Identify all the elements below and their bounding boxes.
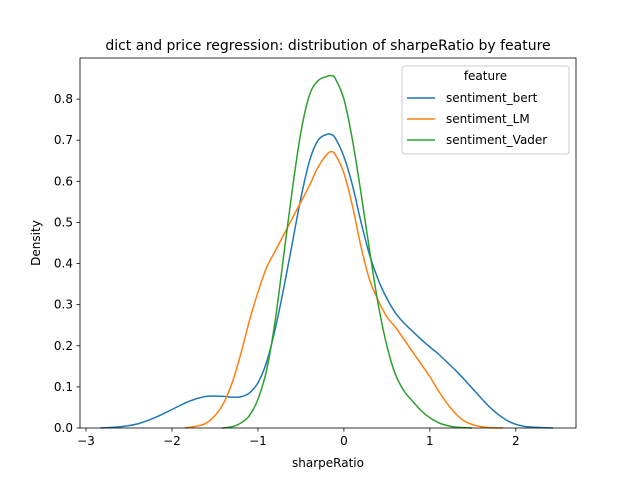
legend-label-sentiment_Vader: sentiment_Vader	[446, 133, 547, 147]
x-tick-label: 1	[426, 434, 434, 448]
y-tick-label: 0.1	[54, 380, 73, 394]
y-tick-label: 0.5	[54, 215, 73, 229]
series-line-sentiment_LM	[184, 150, 503, 429]
x-tick-label: −1	[249, 434, 267, 448]
x-tick-label: 2	[512, 434, 520, 448]
legend-title: feature	[464, 69, 507, 83]
y-axis: 0.0 0.1 0.2 0.3 0.4 0.5 0.6 0.7 0.8	[54, 92, 80, 435]
legend-label-sentiment_LM: sentiment_LM	[446, 112, 530, 126]
y-tick-label: 0.4	[54, 257, 73, 271]
y-tick-label: 0.2	[54, 339, 73, 353]
legend-box	[401, 65, 570, 155]
legend-label-sentiment_bert: sentiment_bert	[446, 91, 538, 105]
legend-entries: sentiment_bert sentiment_LM sentiment_Vade…	[407, 91, 547, 147]
x-axis: −3 −2 −1 0 1 2	[77, 428, 520, 448]
series-line-sentiment_Vader	[221, 74, 473, 429]
x-tick-label: −2	[163, 434, 181, 448]
y-tick-label: 0.3	[54, 298, 73, 312]
y-axis-label: Density	[29, 220, 43, 266]
legend: feature sentiment_bertsentiment_LMsentim…	[401, 65, 570, 155]
chart-title: dict and price regression: distribution …	[105, 38, 550, 54]
plot-frame	[79, 57, 577, 429]
y-tick-label: 0.8	[54, 92, 73, 106]
series-layer	[100, 74, 553, 429]
y-tick-label: 0.0	[54, 421, 73, 435]
x-tick-label: 0	[340, 434, 348, 448]
series-line-sentiment_bert	[100, 133, 553, 429]
x-tick-label: −3	[77, 434, 95, 448]
x-axis-label: sharpeRatio	[292, 456, 364, 470]
y-tick-label: 0.7	[54, 133, 73, 147]
y-tick-label: 0.6	[54, 174, 73, 188]
